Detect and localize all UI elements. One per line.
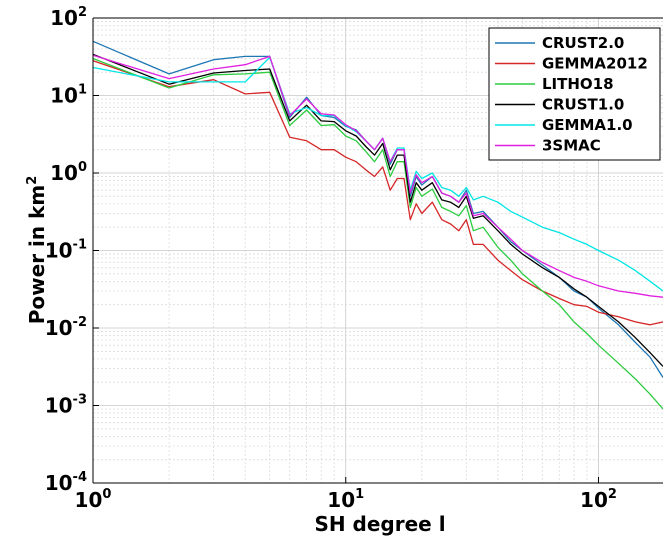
legend-label: GEMMA2012 bbox=[542, 55, 648, 73]
x-tick-exp: 1 bbox=[355, 487, 364, 502]
series-line-litho18 bbox=[92, 57, 663, 410]
y-tick-exp: -1 bbox=[73, 238, 87, 253]
y-tick-exp: -3 bbox=[73, 393, 87, 408]
y-tick-base: 10 bbox=[45, 316, 73, 340]
series-line-gemma1-0 bbox=[92, 56, 663, 292]
x-axis-label: SH degree l bbox=[314, 512, 445, 536]
series-lines bbox=[92, 40, 663, 410]
legend-label: CRUST1.0 bbox=[542, 96, 624, 114]
y-tick-base: 10 bbox=[50, 161, 78, 185]
legend-box bbox=[488, 27, 661, 161]
y-tick-label: 102 bbox=[50, 5, 87, 30]
y-tick-exp: -4 bbox=[73, 470, 87, 485]
y-tick-exp: 2 bbox=[78, 5, 87, 20]
y-axis-label-text: Power in km bbox=[25, 185, 49, 324]
x-tick-base: 10 bbox=[327, 488, 355, 512]
x-tick-base: 10 bbox=[580, 488, 608, 512]
legend: CRUST2.0 GEMMA2012 LITHO18 CRUST1.0 GEMMA1.0… bbox=[488, 27, 661, 161]
y-tick-label: 10-2 bbox=[45, 315, 87, 340]
y-tick-exp: -2 bbox=[73, 315, 87, 330]
x-tick-label: 101 bbox=[327, 487, 364, 512]
series-line-3smac bbox=[92, 54, 663, 298]
y-tick-exp: 1 bbox=[78, 83, 87, 98]
x-tick-base: 10 bbox=[75, 488, 103, 512]
y-axis-label: Power in km2 bbox=[25, 176, 49, 325]
x-tick-label: 100 bbox=[75, 487, 112, 512]
y-tick-base: 10 bbox=[45, 239, 73, 263]
x-tick-exp: 2 bbox=[608, 487, 617, 502]
legend-label: 3SMAC bbox=[542, 137, 601, 155]
y-tick-label: 10-1 bbox=[45, 238, 87, 263]
y-tick-label: 101 bbox=[50, 83, 87, 108]
y-tick-label: 100 bbox=[50, 160, 87, 185]
y-tick-base: 10 bbox=[50, 6, 78, 30]
series-line-gemma2012 bbox=[92, 60, 663, 326]
y-axis-label-sup: 2 bbox=[25, 176, 40, 185]
legend-label: CRUST2.0 bbox=[542, 34, 624, 52]
y-tick-label: 10-4 bbox=[45, 470, 87, 495]
y-tick-exp: 0 bbox=[78, 160, 87, 175]
legend-label: LITHO18 bbox=[542, 75, 614, 93]
y-tick-base: 10 bbox=[45, 471, 73, 495]
y-tick-base: 10 bbox=[50, 84, 78, 108]
legend-label: GEMMA1.0 bbox=[542, 116, 633, 134]
y-tick-base: 10 bbox=[45, 394, 73, 418]
x-tick-exp: 0 bbox=[102, 487, 111, 502]
x-tick-label: 102 bbox=[580, 487, 617, 512]
y-tick-label: 10-3 bbox=[45, 393, 87, 418]
